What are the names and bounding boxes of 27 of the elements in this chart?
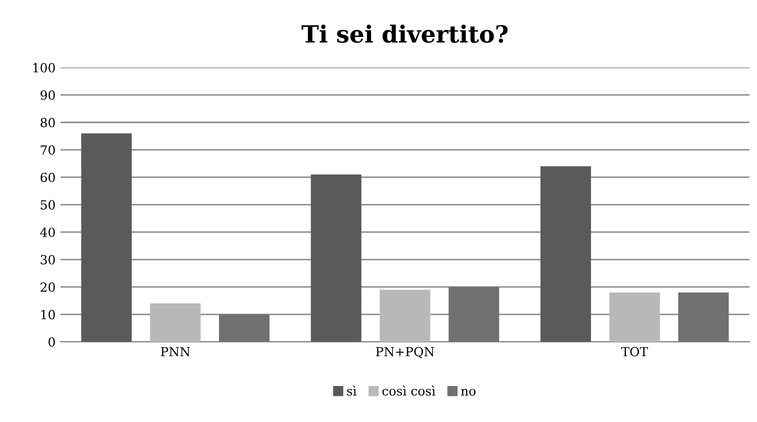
bar <box>678 292 729 342</box>
x-tick-label: PN+PQN <box>376 346 434 358</box>
y-tick-label: 20 <box>40 282 55 292</box>
bar <box>219 314 270 342</box>
y-tick-label: 90 <box>40 90 55 100</box>
bar <box>150 303 201 342</box>
x-tick-label: PNN <box>160 347 190 356</box>
y-tick-label: 40 <box>40 228 55 238</box>
y-tick-label: 50 <box>40 200 55 210</box>
y-tick-label: 60 <box>40 172 55 182</box>
bar <box>380 290 430 342</box>
y-tick-label: 70 <box>40 145 55 155</box>
y-tick-label: 30 <box>40 255 55 264</box>
bar <box>540 166 591 342</box>
y-tick-label: 80 <box>40 118 55 128</box>
legend-label: no <box>461 388 476 396</box>
x-tick-label: TOT <box>621 346 648 356</box>
chart-title: Ti sei divertito? <box>302 24 508 43</box>
y-tick-label: 10 <box>41 310 55 320</box>
bar <box>81 133 132 342</box>
bar <box>310 174 362 342</box>
y-tick-label: 0 <box>48 337 55 347</box>
legend-label: sì <box>347 386 356 396</box>
bar <box>448 286 500 342</box>
y-tick-label: 100 <box>33 62 55 72</box>
legend-label: così così <box>382 386 436 396</box>
bar <box>609 292 660 342</box>
